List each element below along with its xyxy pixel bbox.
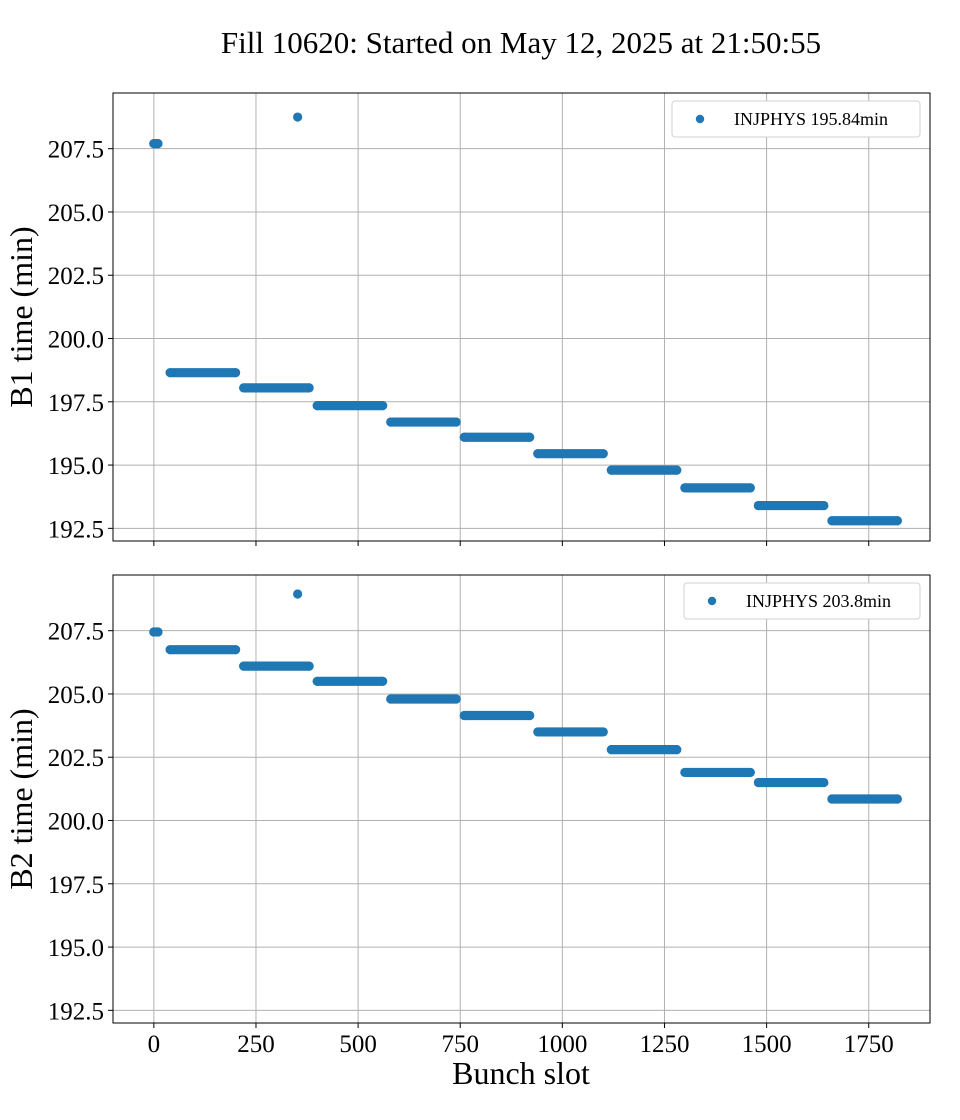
legend-marker	[695, 114, 705, 124]
y-tick-label: 205.0	[48, 682, 104, 709]
y-tick-label: 197.5	[48, 390, 104, 417]
legend-box	[671, 100, 921, 138]
panel-1: 192.5 195.0 197.5 200.0 202.5 205.0 207.5 B1 ti…	[3, 92, 931, 546]
data-point	[293, 589, 303, 599]
x-tick-label: 1250	[639, 1031, 689, 1058]
y-tick-label: 205.0	[48, 200, 104, 227]
figure-title: Fill 10620: Started on May 12, 2025 at 2…	[221, 25, 821, 60]
y-axis-label: B2 time (min)	[3, 708, 39, 889]
x-tick-label: 750	[441, 1031, 479, 1058]
legend: INJPHYS 203.8min	[683, 582, 921, 620]
x-tick-label: 1750	[844, 1031, 894, 1058]
y-tick-label: 192.5	[48, 516, 104, 543]
legend: INJPHYS 195.84min	[671, 100, 921, 138]
legend-marker	[707, 596, 717, 606]
y-tick-label: 200.0	[48, 327, 104, 354]
legend-label: INJPHYS 203.8min	[746, 591, 891, 611]
legend-box	[683, 582, 921, 620]
x-tick-label: 1000	[537, 1031, 587, 1058]
data-point	[293, 112, 303, 122]
y-tick-label: 195.0	[48, 935, 104, 962]
data-series	[149, 589, 902, 804]
x-tick-label: 500	[339, 1031, 377, 1058]
y-axis-label: B1 time (min)	[3, 226, 39, 407]
x-axis-label: Bunch slot	[452, 1055, 590, 1091]
x-tick-label: 1500	[742, 1031, 792, 1058]
axes-frame	[112, 92, 931, 542]
y-tick-label: 207.5	[48, 137, 104, 164]
legend-label: INJPHYS 195.84min	[734, 109, 888, 129]
y-tick-label: 207.5	[48, 619, 104, 646]
y-tick-label: 202.5	[48, 263, 104, 290]
axes-frame	[112, 574, 931, 1024]
x-tick-label: 0	[148, 1031, 161, 1058]
y-tick-label: 195.0	[48, 453, 104, 480]
panel-2: 0 250 500 750 1000 1250 1500 1750 192.5 195.0 197.…	[3, 574, 931, 1091]
data-series	[149, 112, 902, 526]
y-tick-label: 197.5	[48, 872, 104, 899]
y-tick-label: 202.5	[48, 745, 104, 772]
y-tick-label: 192.5	[48, 998, 104, 1025]
x-tick-label: 250	[237, 1031, 275, 1058]
y-tick-label: 200.0	[48, 809, 104, 836]
